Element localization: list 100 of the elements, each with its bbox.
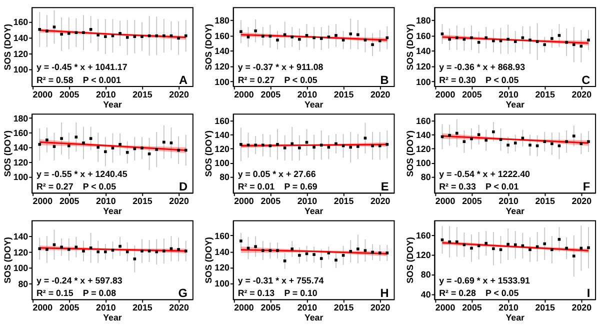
x-tick-label: 2010 [498, 89, 518, 100]
x-tick-label: 2015 [132, 196, 152, 206]
point [440, 32, 444, 36]
x-tick-label: 2020 [572, 302, 592, 313]
x-tick-label: 2020 [572, 196, 592, 206]
annotation: P < 0.001 [82, 75, 122, 86]
point [572, 134, 576, 138]
annotation: F [582, 180, 590, 194]
annotation: R² = 0.13 [238, 288, 275, 298]
point [514, 142, 517, 144]
point [140, 35, 144, 38]
point [177, 148, 180, 152]
y-tick-label: 120 [214, 262, 230, 273]
point [254, 29, 257, 32]
point [528, 248, 532, 252]
point [455, 240, 458, 244]
point [162, 140, 166, 144]
y-tick-label: 100 [214, 158, 230, 168]
point [67, 32, 70, 35]
y-tick-label: 140 [13, 231, 28, 242]
x-tick-label: 2015 [535, 89, 556, 100]
point [96, 34, 100, 36]
x-tick-label: 2005 [462, 89, 482, 100]
point [455, 132, 458, 135]
point [148, 152, 151, 156]
point [74, 246, 78, 248]
annotation: P < 0.01 [486, 182, 519, 192]
point [140, 146, 144, 150]
point [327, 252, 330, 254]
y-tick-label: 160 [416, 116, 431, 126]
point [261, 249, 264, 252]
point [74, 31, 78, 34]
point [477, 133, 480, 136]
point [492, 247, 495, 250]
x-axis-title: Year [506, 312, 526, 322]
point [104, 150, 107, 154]
point [155, 250, 158, 254]
point [162, 34, 166, 38]
point [558, 34, 561, 37]
point [312, 36, 316, 40]
point [89, 246, 92, 250]
point [528, 144, 532, 146]
point [89, 28, 92, 31]
x-tick-label: 2005 [260, 89, 281, 100]
y-axis-title: SOS (DOY) [2, 130, 12, 177]
annotation: P = 0.69 [284, 182, 318, 192]
point [67, 144, 70, 148]
annotation: G [178, 286, 188, 300]
y-tick-label: 120 [13, 48, 28, 59]
point [543, 43, 546, 46]
point [254, 245, 257, 248]
point [378, 252, 382, 254]
point [484, 138, 488, 142]
x-axis-title: Year [304, 99, 324, 110]
point [356, 145, 360, 148]
y-tick-label: 80 [220, 172, 230, 182]
x-axis-title: Year [304, 312, 324, 322]
x-axis-title: Year [103, 99, 122, 110]
y-tick-label: 160 [416, 30, 431, 41]
annotation: P < 0.05 [284, 75, 318, 86]
x-tick-label: 2005 [462, 302, 482, 313]
point [240, 30, 242, 34]
y-tick-label: 180 [214, 16, 230, 26]
point [514, 243, 517, 246]
point [334, 142, 338, 146]
annotation: y = -0.36 * x + 868.93 [439, 62, 526, 72]
x-axis-title: Year [103, 206, 122, 216]
x-tick-label: 2005 [59, 89, 80, 100]
point [60, 137, 63, 140]
point [342, 38, 345, 42]
point [268, 249, 272, 252]
point [470, 246, 473, 250]
x-tick-label: 2000 [234, 196, 254, 206]
point [246, 144, 250, 146]
y-tick-label: 180 [416, 16, 431, 26]
y-tick-label: 100 [416, 158, 431, 168]
x-tick-label: 2020 [370, 196, 390, 206]
annotation: y = -0.31 * x + 755.74 [238, 275, 324, 286]
x-tick-label: 2005 [59, 302, 80, 313]
point [111, 146, 114, 150]
point [133, 258, 136, 260]
point [543, 242, 546, 246]
point [290, 142, 294, 146]
y-tick-label: 160 [214, 30, 230, 41]
point [312, 253, 316, 256]
point [240, 143, 242, 146]
point [349, 146, 352, 149]
y-tick-label: 140 [214, 46, 230, 56]
y-tick-label: 140 [13, 32, 28, 43]
x-tick-label: 2000 [435, 89, 456, 100]
annotation: P < 0.05 [486, 288, 519, 298]
point [386, 143, 389, 146]
point [587, 38, 590, 42]
y-tick-label: 120 [13, 247, 28, 258]
point [254, 144, 257, 146]
x-tick-label: 2005 [462, 196, 482, 206]
point [162, 250, 166, 252]
x-tick-label: 2010 [297, 196, 318, 206]
annotation: R² = 0.33 [439, 182, 476, 192]
annotation: B [380, 73, 389, 88]
